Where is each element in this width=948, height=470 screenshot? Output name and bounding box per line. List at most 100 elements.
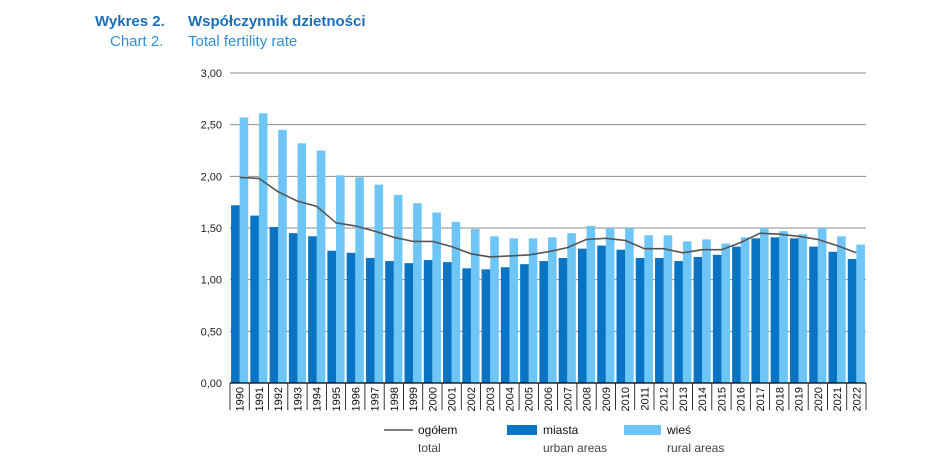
x-tick-label: 2016 [736, 387, 748, 411]
bar-rural [567, 233, 576, 383]
bar-urban [809, 246, 818, 383]
legend-label-rural: wieś [666, 423, 691, 437]
bar-urban [500, 267, 510, 383]
bar-urban [288, 233, 298, 383]
x-tick-label: 2003 [485, 387, 497, 411]
bar-urban [674, 261, 683, 383]
bar-rural [663, 235, 673, 383]
x-tick-label: 2008 [582, 387, 594, 411]
x-tick-label: 2002 [466, 387, 478, 411]
bar-rural [548, 237, 557, 383]
bar-rural [374, 184, 384, 383]
bar-urban [346, 252, 356, 383]
y-tick-label: 3,00 [201, 68, 222, 80]
bar-rural [605, 228, 615, 383]
chart-title-en: Total fertility rate [188, 33, 298, 50]
bar-rural [239, 117, 249, 383]
bar-urban [712, 254, 722, 383]
x-tick-label: 1993 [292, 387, 304, 411]
x-tick-label: 1999 [408, 387, 420, 411]
bar-rural [451, 221, 461, 383]
x-tick-label: 2005 [524, 387, 536, 411]
x-tick-label: 1995 [331, 387, 343, 411]
bar-urban [462, 268, 471, 383]
bar-rural [278, 129, 287, 383]
bar-rural [316, 150, 326, 383]
bar-urban [635, 257, 645, 383]
bar-rural [721, 243, 731, 383]
urban-bars [231, 205, 857, 383]
bar-urban [655, 257, 664, 383]
y-tick-label: 2,50 [201, 120, 222, 132]
rural-bars [239, 113, 865, 384]
x-tick-label: 2014 [697, 387, 709, 411]
bar-rural [393, 194, 403, 383]
bar-rural [490, 236, 499, 383]
bar-urban [577, 248, 587, 383]
total-line-layer [239, 176, 857, 258]
chart-title-pl: Współczynnik dzietności [188, 13, 366, 30]
bar-rural [355, 177, 364, 383]
legend-label-urban: miasta [543, 423, 579, 437]
x-tick-label: 2015 [716, 387, 728, 411]
x-tick-label: 2004 [504, 387, 516, 411]
y-tick-label: 2,00 [201, 171, 222, 183]
x-tick-label: 1998 [389, 387, 401, 411]
x-tick-label: 1991 [254, 387, 266, 411]
bar-urban [789, 238, 799, 383]
bar-rural [702, 239, 711, 383]
bar-urban [770, 237, 780, 383]
axis-layer: 0,00 0,50 1,00 1,50 2,00 2,50 3,00 1990 1991 1992… [201, 68, 867, 411]
bar-rural [798, 234, 808, 383]
x-tick-label: 1997 [370, 387, 382, 411]
bar-rural [528, 238, 538, 383]
x-tick-label: 2021 [832, 387, 844, 411]
bar-rural [258, 113, 268, 384]
x-tick-label: 2009 [601, 387, 613, 411]
y-tick-label: 0,50 [201, 326, 222, 338]
x-tick-label: 2012 [659, 387, 671, 411]
bar-urban [481, 269, 491, 383]
bar-rural [837, 236, 846, 383]
bar-urban [520, 264, 529, 383]
bar-rural [817, 228, 827, 383]
x-tick-label: 1996 [350, 387, 362, 411]
x-tick-label: 2006 [543, 387, 555, 411]
bar-urban [751, 238, 760, 383]
x-tick-label: 2007 [562, 387, 574, 411]
bar-rural [644, 235, 653, 383]
bar-urban [250, 215, 259, 383]
bar-urban [558, 257, 568, 383]
bar-rural [625, 228, 634, 383]
x-tick-label: 2011 [639, 387, 651, 411]
y-tick-label: 0,00 [201, 378, 222, 390]
x-tick-label: 2001 [447, 387, 459, 411]
bar-urban [693, 256, 703, 383]
bar-urban [385, 261, 394, 383]
bar-rural [682, 241, 692, 383]
bar-urban [732, 246, 741, 383]
x-tick-label: 2010 [620, 387, 632, 411]
bar-rural [779, 231, 788, 383]
bar-rural [760, 228, 769, 383]
legend-swatch-urban [507, 425, 537, 435]
legend-label-total-en: total [418, 441, 441, 455]
bar-rural [470, 229, 480, 383]
bar-rural [432, 212, 441, 383]
x-tick-label: 1990 [235, 387, 247, 411]
bar-urban [847, 259, 857, 383]
bar-rural [297, 143, 307, 383]
bar-urban [597, 245, 606, 383]
bar-urban [404, 263, 414, 383]
chart-label-pl: Wykres 2. [95, 13, 165, 30]
x-tick-label: 2018 [774, 387, 786, 411]
bar-rural [740, 237, 750, 383]
bar-urban [269, 226, 279, 383]
bar-urban [308, 236, 317, 383]
x-tick-label: 1994 [312, 387, 324, 411]
bar-rural [509, 238, 519, 383]
chart-label-en: Chart 2. [110, 33, 164, 50]
bar-urban [539, 261, 548, 383]
bar-urban [327, 250, 336, 383]
y-tick-label: 1,50 [201, 223, 222, 235]
